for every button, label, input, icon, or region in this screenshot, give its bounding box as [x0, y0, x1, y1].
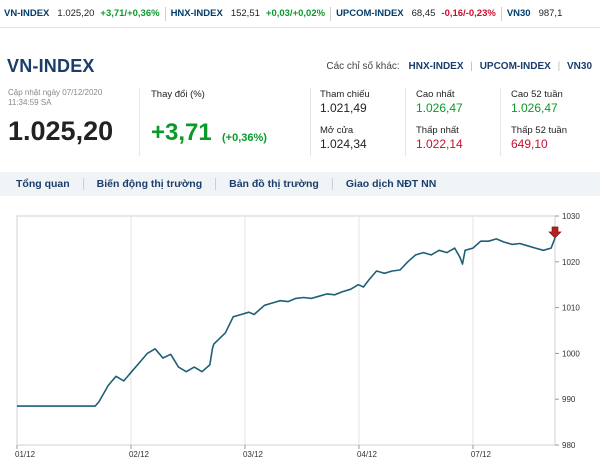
x-tick-label: 02/12: [129, 450, 150, 459]
ticker-value: 1.025,20: [57, 8, 95, 19]
y-tick-label: 1020: [562, 258, 580, 267]
stat-label: Mở cửa: [320, 125, 354, 136]
y-tick-label: 990: [562, 395, 576, 404]
stat-value: 1.021,49: [320, 101, 367, 115]
change-label: Thay đổi (%): [151, 89, 205, 100]
stat-value: 1.022,14: [416, 137, 463, 151]
stat-value: 649,10: [511, 137, 548, 151]
stat-high-52w: Cao 52 tuần 1.026,47: [511, 88, 563, 115]
stat-label: Cao nhất: [416, 89, 455, 100]
x-tick-label: 07/12: [471, 450, 492, 459]
ticker-value: 68,45: [411, 8, 436, 19]
link-vn30[interactable]: VN30: [566, 61, 592, 72]
chart-canvas: 01/12 02/12 03/12 04/12 07/12 980 990 1000 1010 1…: [15, 212, 580, 459]
ticker-change: -0,16/-0,23%: [441, 8, 496, 19]
x-tick-label: 01/12: [15, 450, 36, 459]
ticker-name[interactable]: VN-INDEX: [4, 8, 50, 19]
index-chart[interactable]: 01/12 02/12 03/12 04/12 07/12 980 990 1000 1010 1…: [0, 205, 600, 469]
stat-label: Thấp 52 tuần: [511, 125, 567, 136]
ticker-name[interactable]: VN30: [506, 8, 531, 19]
x-tick-label: 04/12: [357, 450, 378, 459]
ticker-item-hnxindex[interactable]: HNX-INDEX 152,51 +0,03/+0,02%: [166, 6, 332, 21]
other-indices-nav: Các chỉ số khác: HNX-INDEX | UPCOM-INDEX…: [326, 61, 592, 72]
divider: [310, 88, 311, 156]
link-hnx-index[interactable]: HNX-INDEX: [408, 61, 464, 72]
plot-frame: [16, 215, 556, 446]
stat-value: 1.026,47: [416, 101, 463, 115]
last-updated-date: Cập nhật ngày 07/12/2020: [8, 88, 103, 97]
stat-label: Cao 52 tuần: [511, 89, 563, 100]
ticker-change: +3,71/+0,36%: [100, 8, 160, 19]
ticker-name[interactable]: HNX-INDEX: [170, 8, 223, 19]
y-tick-label: 1010: [562, 304, 580, 313]
ticker-item-upcomindex[interactable]: UPCOM-INDEX 68,45 -0,16/-0,23%: [331, 6, 502, 21]
series-line: [17, 237, 556, 407]
ticker-name[interactable]: UPCOM-INDEX: [336, 8, 404, 19]
ticker-item-vnindex[interactable]: VN-INDEX 1.025,20 +3,71/+0,36%: [0, 6, 166, 21]
last-updated-time: 11:34:59 SA: [8, 98, 52, 107]
stat-high: Cao nhất 1.026,47: [416, 88, 463, 115]
ticker-value: 152,51: [230, 8, 260, 19]
stat-value: 1.026,47: [511, 101, 558, 115]
stat-open: Mở cửa 1.024,34: [320, 124, 367, 151]
tab-market-map[interactable]: Bản đồ thị trường: [216, 178, 333, 190]
tab-foreign-trading[interactable]: Giao dịch NĐT NN: [345, 178, 437, 190]
y-tick-label: 1030: [562, 212, 580, 221]
tab-market-movement[interactable]: Biến động thị trường: [84, 178, 217, 190]
last-updated: Cập nhật ngày 07/12/2020 11:34:59 SA: [8, 88, 102, 108]
y-tick-label: 1000: [562, 349, 580, 358]
x-tick-label: 03/12: [243, 450, 264, 459]
stat-low-52w: Thấp 52 tuần 649,10: [511, 124, 567, 151]
current-value-arrow-icon: [548, 226, 562, 239]
divider: [500, 88, 501, 156]
separator: |: [470, 61, 473, 72]
y-tick-label: 980: [562, 441, 576, 450]
link-upcom-index[interactable]: UPCOM-INDEX: [479, 61, 551, 72]
stat-reference: Tham chiếu 1.021,49: [320, 88, 370, 115]
stat-low: Thấp nhất 1.022,14: [416, 124, 463, 151]
stat-value: 1.024,34: [320, 137, 367, 151]
change-percent: (+0,36%): [222, 132, 267, 144]
separator: |: [557, 61, 561, 72]
divider: [405, 88, 406, 156]
ticker-item-vn30[interactable]: VN30 987,1: [502, 7, 574, 21]
market-ticker-bar: VN-INDEX 1.025,20 +3,71/+0,36% HNX-INDEX…: [0, 0, 600, 28]
divider: [139, 88, 140, 156]
stat-label: Tham chiếu: [320, 89, 370, 100]
tab-overview[interactable]: Tổng quan: [0, 178, 84, 190]
page-title: VN-INDEX: [7, 56, 95, 76]
tab-bar: Tổng quan Biến động thị trường Bản đồ th…: [0, 172, 600, 196]
other-indices-label: Các chỉ số khác:: [326, 61, 400, 72]
change-value: +3,71: [151, 119, 212, 146]
index-value: 1.025,20: [8, 116, 114, 146]
ticker-value: 987,1: [538, 8, 563, 19]
stat-label: Thấp nhất: [416, 125, 459, 136]
ticker-change: +0,03/+0,02%: [265, 8, 326, 19]
